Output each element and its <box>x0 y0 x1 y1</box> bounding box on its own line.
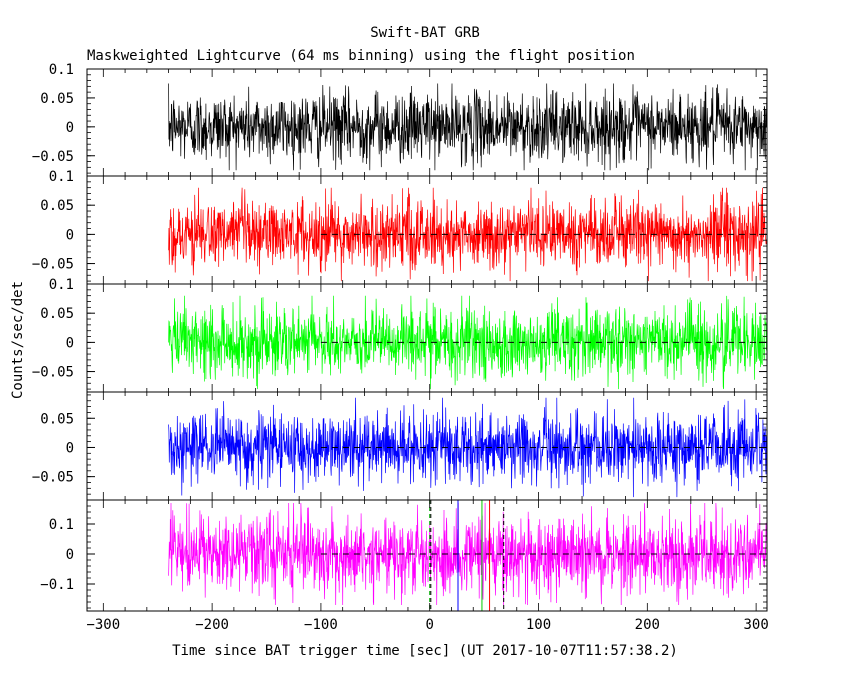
x-tick-label: 300 <box>743 617 768 633</box>
series-line-4 <box>168 397 767 498</box>
series-line-1 <box>168 83 767 171</box>
y-tick-label: −0.05 <box>32 149 74 165</box>
y-tick-label: 0 <box>66 335 74 351</box>
figure-subtitle: Maskweighted Lightcurve (64 ms binning) … <box>87 48 635 64</box>
y-tick-label: −0.05 <box>32 257 74 273</box>
y-tick-label: 0.1 <box>49 277 74 293</box>
y-tick-label: 0 <box>66 227 74 243</box>
y-tick-label: 0.05 <box>40 91 74 107</box>
y-tick-label: 0.1 <box>49 169 74 185</box>
x-tick-label: 0 <box>426 617 434 633</box>
x-tick-label: −300 <box>86 617 120 633</box>
y-tick-label: 0.05 <box>40 198 74 214</box>
figure-title: Swift-BAT GRB <box>370 25 480 41</box>
y-tick-label: 0.05 <box>40 411 74 427</box>
y-tick-label: −0.05 <box>32 365 74 381</box>
y-tick-label: 0 <box>66 440 74 456</box>
series-line-3 <box>168 295 767 390</box>
panel-4: 0.05 0 −0.05 <box>32 391 768 501</box>
x-tick-label: 200 <box>635 617 660 633</box>
series-line-2 <box>168 187 767 282</box>
y-tick-label: 0.1 <box>49 62 74 78</box>
y-tick-label: 0 <box>66 120 74 136</box>
x-tick-label: −200 <box>195 617 229 633</box>
panels: 0.10.050−0.050.10.050−0.050.10.050−0.050… <box>32 62 769 633</box>
y-tick-label: 0.1 <box>49 517 74 533</box>
x-tick-label: −100 <box>304 617 338 633</box>
y-tick-label: 0 <box>66 547 74 563</box>
panel-5: 0.1 0 −0.1 −300 −200 −100 0 100 200 300 <box>40 499 769 633</box>
x-axis-label: Time since BAT trigger time [sec] (UT 20… <box>172 643 678 659</box>
panel-frame-5 <box>86 499 768 612</box>
panel-1: 0.1 0.05 0 −0.05 <box>32 62 768 177</box>
y-axis-label: Counts/sec/det <box>10 281 26 399</box>
y-tick-label: −0.1 <box>40 577 74 593</box>
panel-3: 0.1 0.05 0 −0.05 <box>32 277 768 393</box>
series-line-5 <box>168 502 767 606</box>
panel-2: 0.1 0.05 0 −0.05 <box>32 169 768 285</box>
x-tick-label: 100 <box>526 617 551 633</box>
y-tick-label: −0.05 <box>32 470 74 486</box>
y-tick-label: 0.05 <box>40 306 74 322</box>
